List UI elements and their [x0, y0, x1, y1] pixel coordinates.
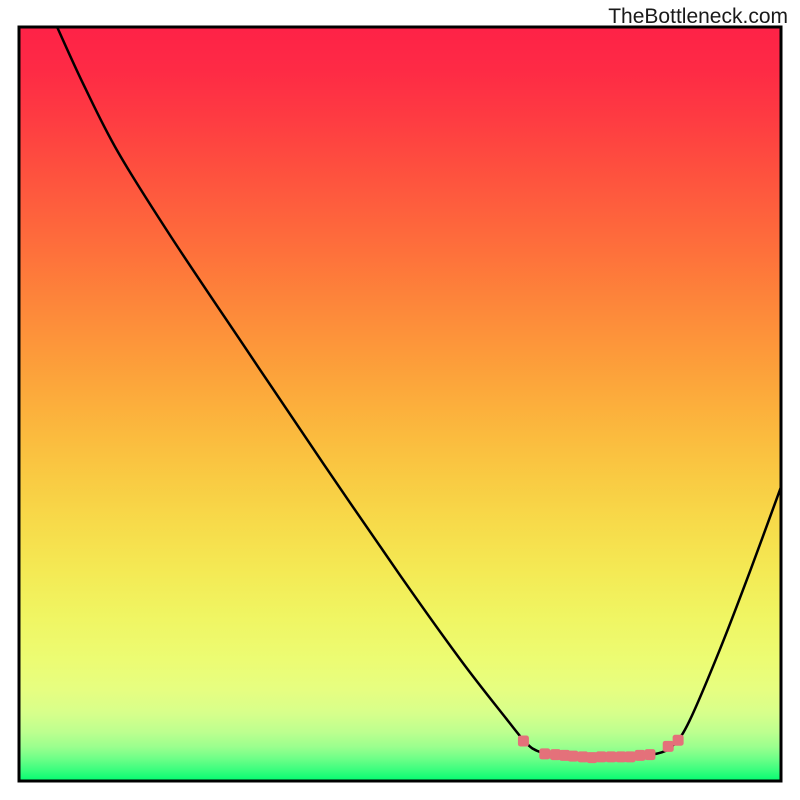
watermark-text: TheBottleneck.com — [608, 5, 788, 29]
marker — [539, 748, 550, 759]
bottleneck-chart — [0, 0, 800, 800]
marker — [606, 751, 617, 762]
marker — [596, 751, 607, 762]
marker — [567, 751, 578, 762]
marker — [518, 736, 529, 747]
marker — [625, 751, 636, 762]
marker — [635, 750, 646, 761]
marker — [644, 749, 655, 760]
marker — [673, 735, 684, 746]
chart-container: TheBottleneck.com — [0, 0, 800, 800]
plot-background — [19, 27, 781, 781]
marker — [663, 741, 674, 752]
